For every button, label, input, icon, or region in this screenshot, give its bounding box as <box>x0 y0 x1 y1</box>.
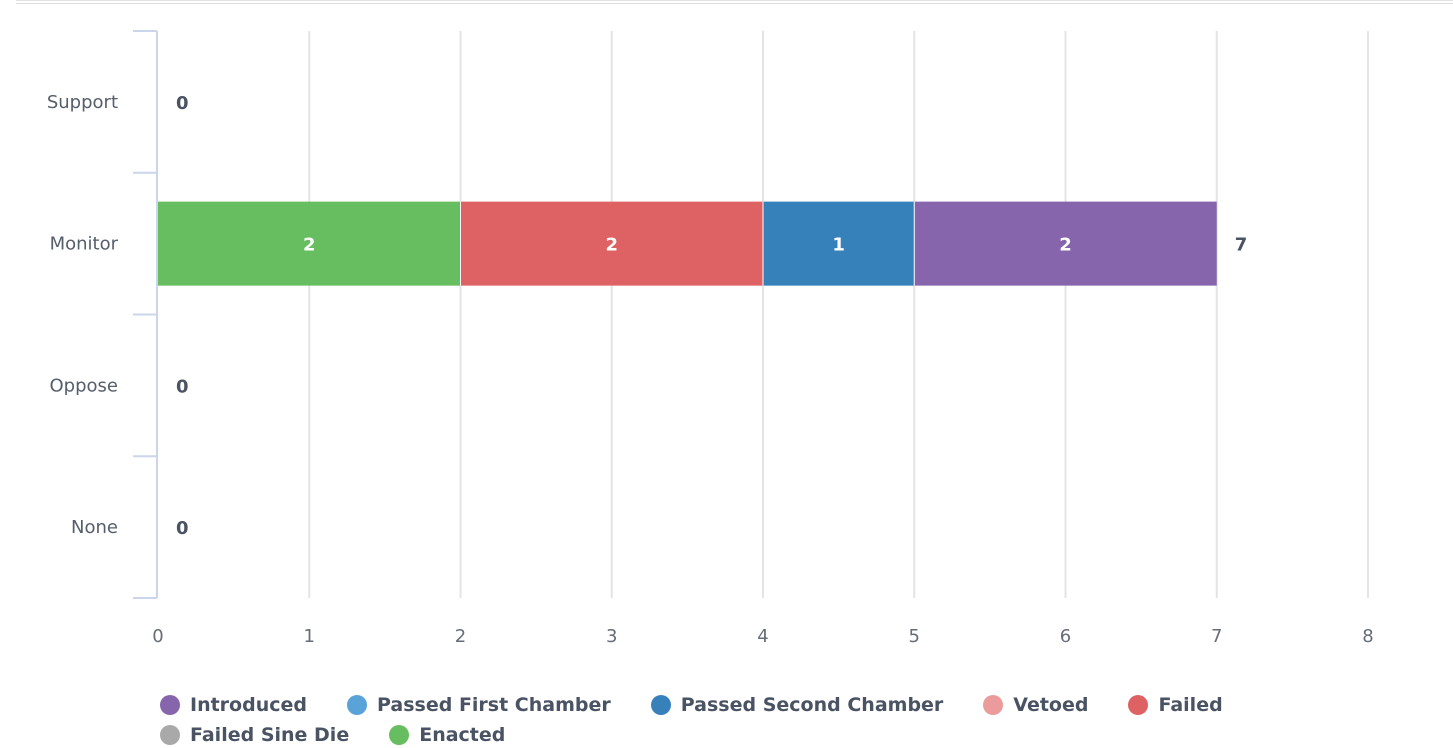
legend-label: Failed Sine Die <box>190 724 350 746</box>
bar-total-label: 0 <box>176 376 189 397</box>
top-divider-gap <box>0 0 16 4</box>
legend-marker-icon <box>160 695 180 715</box>
legend-label: Passed Second Chamber <box>680 694 944 716</box>
bar-segment-label: 2 <box>1059 235 1072 256</box>
y-tick-label: Monitor <box>50 234 119 255</box>
legend-label: Introduced <box>190 694 307 716</box>
legend-marker-icon <box>160 725 180 745</box>
x-tick-label: 2 <box>455 626 466 647</box>
legend-item[interactable]: Passed Second Chamber <box>650 692 944 718</box>
legend-marker-icon <box>1128 695 1149 715</box>
bar-segment <box>158 201 461 286</box>
x-tick-label: 1 <box>304 626 315 647</box>
x-tick-label: 4 <box>757 626 768 647</box>
bar-segment-label: 2 <box>303 235 316 256</box>
legend-item[interactable]: Vetoed <box>983 692 1088 718</box>
chart-legend: Introduced Passed First Chamber Passed Sec… <box>160 692 1320 748</box>
bar-segment <box>914 201 1217 286</box>
y-tick-label: Support <box>47 92 118 113</box>
x-tick-label: 3 <box>606 626 617 647</box>
x-tick-label: 6 <box>1060 626 1071 647</box>
legend-marker-icon <box>983 695 1004 715</box>
top-divider <box>0 0 1453 4</box>
legend-item[interactable]: Enacted <box>389 722 505 748</box>
legend-label: Enacted <box>419 724 506 746</box>
y-tick-label: None <box>71 517 118 538</box>
bar-segment <box>460 201 763 286</box>
bar-segment-label: 1 <box>832 235 845 256</box>
legend-label: Failed <box>1158 694 1223 716</box>
legend-item[interactable]: Passed First Chamber <box>346 692 611 718</box>
bar-total-label: 0 <box>176 518 189 539</box>
x-tick-label: 7 <box>1211 626 1222 647</box>
bar-segment-label: 2 <box>605 235 618 256</box>
legend-item[interactable]: Failed <box>1128 692 1223 718</box>
legend-item[interactable]: Failed Sine Die <box>160 722 349 748</box>
bar-segment <box>763 201 915 286</box>
legend-label: Passed First Chamber <box>376 694 611 716</box>
y-tick-label: Oppose <box>50 375 118 396</box>
x-tick-label: 0 <box>152 626 163 647</box>
bar-total-label: 0 <box>176 93 189 114</box>
x-tick-label: 5 <box>909 626 920 647</box>
legend-label: Vetoed <box>1013 694 1089 716</box>
stacked-bar-chart: Support Monitor Oppose None 0 1 2 3 4 5 6 7 8 0 2 2 1 2 7 0… <box>47 30 1374 647</box>
legend-marker-icon <box>389 725 410 745</box>
bar-total-label: 7 <box>1235 235 1248 256</box>
legend-marker-icon <box>650 695 671 715</box>
x-tick-label: 8 <box>1362 626 1373 647</box>
legend-marker-icon <box>346 695 367 715</box>
legend-item[interactable]: Introduced <box>160 692 307 718</box>
